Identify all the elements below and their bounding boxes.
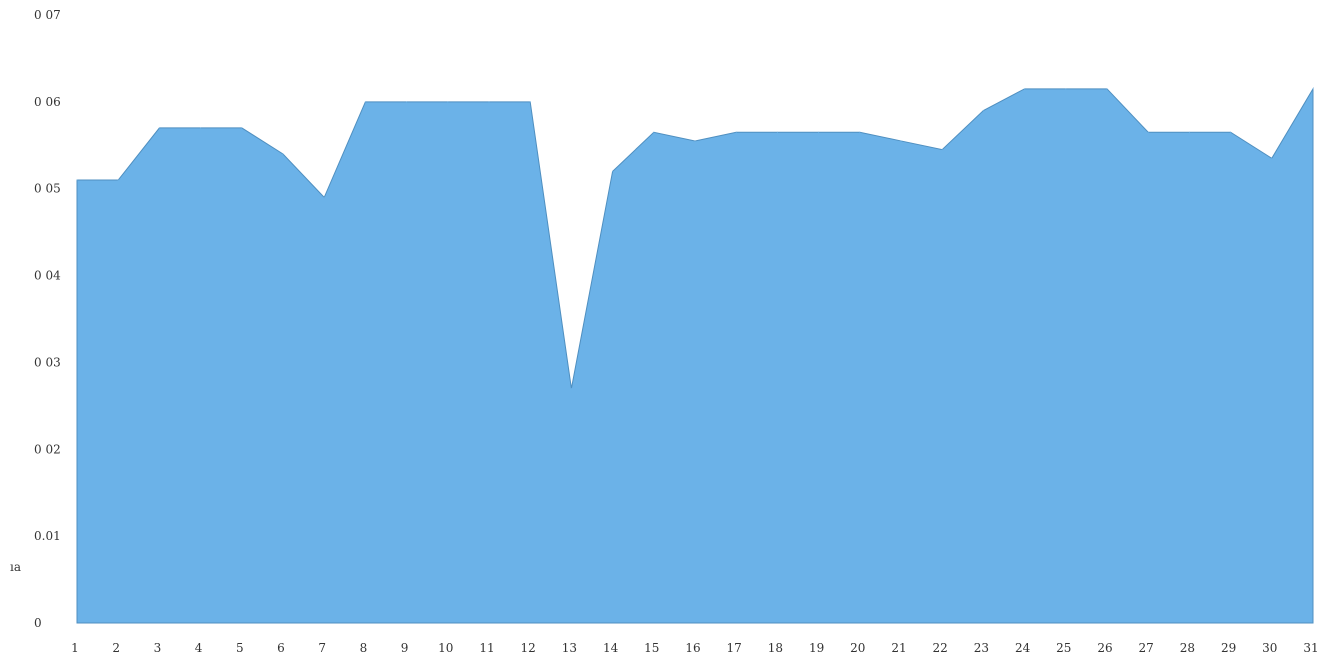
- x-tick-label: 24: [1015, 641, 1031, 655]
- data-point-17: [735, 131, 737, 133]
- x-tick-label: 6: [277, 641, 285, 655]
- data-point-29: [1230, 131, 1232, 133]
- y-axis-ticks: 0 0.01 0 02 0 03 0 04 0 05 0 06 0 07: [34, 8, 61, 630]
- data-point-8: [364, 101, 366, 103]
- x-tick-label: 17: [727, 641, 742, 655]
- x-tick-label: 19: [809, 641, 824, 655]
- x-tick-label: 23: [974, 641, 989, 655]
- data-point-28: [1188, 131, 1190, 133]
- y-tick-label: 0 06: [34, 95, 61, 109]
- data-point-23: [982, 110, 984, 112]
- data-point-1: [76, 179, 78, 181]
- x-tick-label: 2: [112, 641, 120, 655]
- x-tick-label: 18: [768, 641, 783, 655]
- y-tick-label: 0 03: [34, 355, 61, 369]
- x-tick-label: 25: [1056, 641, 1071, 655]
- x-tick-label: 12: [521, 641, 536, 655]
- x-tick-label: 20: [850, 641, 865, 655]
- area-series-1: [76, 87, 1314, 624]
- data-point-5: [241, 127, 243, 129]
- data-point-30: [1271, 157, 1273, 159]
- x-tick-label: 4: [195, 641, 203, 655]
- data-point-16: [694, 140, 696, 142]
- data-point-22: [941, 149, 943, 151]
- x-tick-label: 26: [1097, 641, 1112, 655]
- x-tick-label: 8: [360, 641, 368, 655]
- x-tick-label: 29: [1221, 641, 1236, 655]
- data-point-13: [570, 387, 572, 389]
- plot-area: [76, 87, 1314, 624]
- x-tick-label: 15: [644, 641, 659, 655]
- data-point-31: [1312, 88, 1314, 90]
- data-point-25: [1065, 88, 1067, 90]
- x-tick-label: 14: [603, 641, 619, 655]
- stray-axis-label: ıa: [10, 560, 21, 574]
- x-tick-label: 16: [685, 641, 700, 655]
- data-point-3: [158, 127, 160, 129]
- x-tick-label: 28: [1180, 641, 1195, 655]
- data-point-2: [117, 179, 119, 181]
- x-tick-label: 11: [479, 641, 494, 655]
- data-point-27: [1147, 131, 1149, 133]
- data-point-21: [900, 140, 902, 142]
- x-tick-label: 22: [933, 641, 948, 655]
- data-point-24: [1024, 88, 1026, 90]
- y-tick-label: 0: [34, 616, 42, 630]
- data-point-9: [406, 101, 408, 103]
- x-tick-label: 31: [1303, 641, 1318, 655]
- data-point-15: [653, 131, 655, 133]
- data-point-10: [447, 101, 449, 103]
- x-axis-ticks: 1 2 3 4 5 6 7 8 9 10 11 12 13 14 15 16 17 18 19 20 21 22 23 24 2…: [71, 641, 1318, 655]
- data-point-7: [323, 196, 325, 198]
- data-point-19: [818, 131, 820, 133]
- x-tick-label: 30: [1262, 641, 1277, 655]
- data-point-4: [200, 127, 202, 129]
- y-tick-label: 0 07: [34, 8, 61, 22]
- x-tick-label: 9: [401, 641, 409, 655]
- x-tick-label: 7: [318, 641, 326, 655]
- x-tick-label: 3: [154, 641, 162, 655]
- y-tick-label: 0 04: [34, 269, 61, 283]
- x-tick-label: 1: [71, 641, 79, 655]
- x-tick-label: 13: [562, 641, 577, 655]
- x-tick-label: 27: [1139, 641, 1154, 655]
- data-point-26: [1106, 88, 1108, 90]
- data-point-11: [488, 101, 490, 103]
- x-tick-label: 21: [891, 641, 906, 655]
- y-tick-label: 0 02: [34, 442, 61, 456]
- data-point-6: [282, 153, 284, 155]
- data-point-14: [612, 170, 614, 172]
- x-tick-label: 5: [236, 641, 244, 655]
- x-tick-label: 10: [438, 641, 453, 655]
- data-point-12: [529, 101, 531, 103]
- data-point-20: [859, 131, 861, 133]
- y-tick-label: 0.01: [34, 529, 61, 543]
- data-point-18: [776, 131, 778, 133]
- y-tick-label: 0 05: [34, 182, 61, 196]
